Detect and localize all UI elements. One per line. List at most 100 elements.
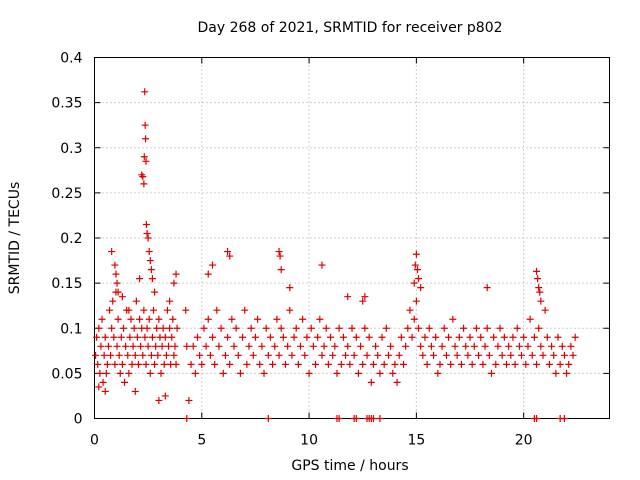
data-point xyxy=(376,415,384,422)
data-point xyxy=(113,279,121,287)
data-point xyxy=(228,315,236,323)
data-point xyxy=(133,333,141,341)
data-point xyxy=(395,351,403,359)
data-point xyxy=(200,324,208,332)
data-point xyxy=(344,342,352,350)
data-point xyxy=(286,284,294,292)
data-point xyxy=(165,342,173,350)
data-point xyxy=(387,342,395,350)
data-point xyxy=(161,392,169,400)
axis-ticks: 0 0.05 0.1 0.15 0.2 0.25 0.3 0.35 0.4 0 5 10 15 20 xyxy=(51,51,610,449)
data-point xyxy=(369,360,377,368)
data-point xyxy=(92,351,100,359)
data-point xyxy=(251,333,259,341)
data-point xyxy=(151,360,159,368)
data-point xyxy=(104,342,112,350)
data-point xyxy=(361,324,369,332)
data-point xyxy=(455,333,463,341)
data-point xyxy=(322,324,330,332)
data-point xyxy=(275,351,283,359)
data-point xyxy=(113,342,121,350)
data-point xyxy=(191,369,199,377)
data-point xyxy=(131,351,139,359)
data-point xyxy=(153,324,161,332)
data-point xyxy=(333,369,341,377)
data-point xyxy=(312,360,320,368)
data-point xyxy=(160,360,168,368)
data-point xyxy=(404,324,412,332)
data-point xyxy=(142,157,150,165)
data-point xyxy=(241,306,249,314)
data-point xyxy=(522,360,530,368)
data-point xyxy=(155,315,163,323)
data-point xyxy=(209,261,217,269)
data-point xyxy=(275,248,283,256)
data-point xyxy=(464,351,472,359)
data-point xyxy=(169,315,177,323)
data-point xyxy=(329,351,337,359)
data-point xyxy=(266,333,274,341)
data-point xyxy=(194,333,201,341)
data-point xyxy=(247,324,255,332)
data-point xyxy=(148,275,156,283)
data-point xyxy=(348,324,356,332)
data-point xyxy=(554,333,562,341)
data-point xyxy=(411,261,419,269)
data-point xyxy=(419,351,427,359)
data-point xyxy=(533,360,541,368)
data-point xyxy=(363,351,371,359)
data-point xyxy=(98,315,106,323)
data-point xyxy=(211,360,219,368)
data-point xyxy=(147,266,155,274)
x-tick-label: 15 xyxy=(407,433,425,449)
data-point xyxy=(417,342,425,350)
data-point xyxy=(500,333,508,341)
x-tick-label: 20 xyxy=(515,433,533,449)
data-point xyxy=(286,306,294,314)
data-point xyxy=(157,369,165,377)
data-point xyxy=(140,180,148,188)
data-point xyxy=(297,342,304,350)
data-point xyxy=(533,267,541,275)
data-point xyxy=(249,351,257,359)
data-point xyxy=(365,333,373,341)
data-point xyxy=(129,342,137,350)
data-point xyxy=(339,333,347,341)
data-point xyxy=(327,333,335,341)
data-point xyxy=(114,288,122,296)
data-point xyxy=(166,297,174,305)
data-point xyxy=(219,369,227,377)
data-point xyxy=(288,351,296,359)
data-point xyxy=(389,369,397,377)
data-point xyxy=(569,351,577,359)
data-point xyxy=(117,333,125,341)
data-point xyxy=(536,288,544,296)
data-point xyxy=(136,315,144,323)
data-point xyxy=(528,351,536,359)
data-point xyxy=(125,306,133,314)
data-point xyxy=(122,342,130,350)
data-point xyxy=(494,342,502,350)
data-point xyxy=(290,333,298,341)
data-point xyxy=(318,261,326,269)
data-point xyxy=(161,333,169,341)
data-point xyxy=(124,351,132,359)
data-point xyxy=(316,315,324,323)
x-tick-label: 0 xyxy=(90,433,99,449)
data-point xyxy=(408,333,416,341)
data-point xyxy=(505,342,513,350)
data-point xyxy=(139,351,147,359)
data-point xyxy=(412,297,420,305)
data-point xyxy=(224,333,232,341)
x-tick-label: 5 xyxy=(197,433,206,449)
data-point xyxy=(305,369,313,377)
data-point xyxy=(136,275,144,283)
data-point xyxy=(152,342,160,350)
data-point xyxy=(483,284,491,292)
data-point xyxy=(406,306,414,314)
data-point xyxy=(126,333,134,341)
data-point xyxy=(143,324,151,332)
data-point xyxy=(134,360,142,368)
data-point xyxy=(438,342,446,350)
data-point xyxy=(163,306,171,314)
